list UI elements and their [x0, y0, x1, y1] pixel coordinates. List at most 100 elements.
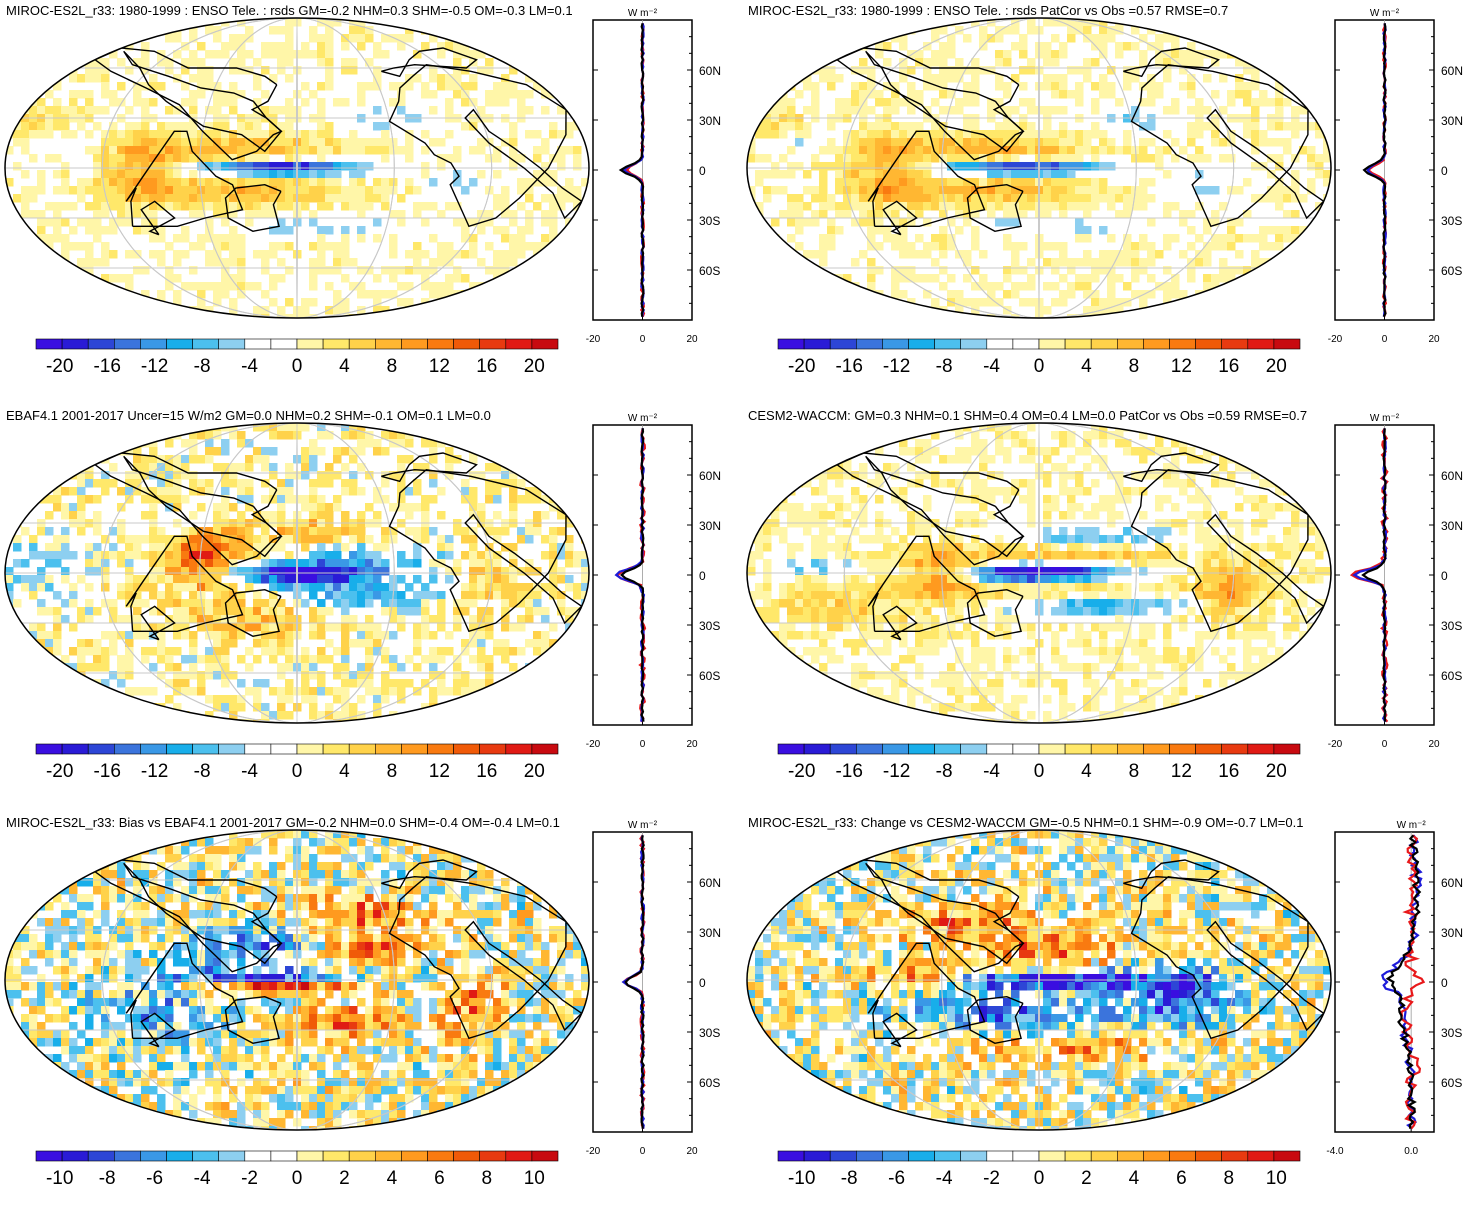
map-cell — [779, 170, 788, 179]
map-cell — [517, 599, 526, 608]
map-cell — [173, 74, 182, 83]
map-cell — [915, 527, 924, 536]
map-cell — [1171, 274, 1180, 283]
map-cell — [461, 226, 470, 235]
map-cell — [1163, 527, 1172, 536]
map-cell — [1003, 186, 1012, 195]
map-cell — [835, 479, 844, 488]
map-cell — [429, 138, 438, 147]
map-cell — [277, 535, 286, 544]
map-cell — [133, 170, 142, 179]
map-cell — [101, 178, 110, 187]
map-cell — [1099, 90, 1108, 99]
map-cell — [69, 583, 78, 592]
map-cell — [1195, 130, 1204, 139]
map-cell — [987, 487, 996, 496]
map-cell — [1275, 202, 1284, 211]
map-cell — [931, 178, 940, 187]
map-cell — [1115, 298, 1124, 307]
map-cell — [533, 607, 542, 616]
map-cell — [819, 242, 828, 251]
map-cell — [851, 194, 860, 203]
map-cell — [197, 679, 206, 688]
map-cell — [197, 282, 206, 291]
map-cell — [1075, 130, 1084, 139]
map-cell — [461, 687, 470, 696]
map-cell — [53, 551, 62, 560]
map-cell — [93, 607, 102, 616]
map-cell — [109, 218, 118, 227]
map-cell — [1203, 591, 1212, 600]
map-cell — [1003, 615, 1012, 624]
map-cell — [747, 559, 756, 568]
map-cell — [197, 487, 206, 496]
map-cell — [923, 154, 932, 163]
map-cell — [141, 154, 150, 163]
map-cell — [1211, 218, 1220, 227]
map-cell — [1051, 58, 1060, 67]
map-cell — [381, 567, 390, 576]
map-cell — [229, 226, 238, 235]
map-cell — [101, 170, 110, 179]
map-cell — [915, 479, 924, 488]
map-cell — [1179, 615, 1188, 624]
map-cell — [971, 567, 980, 576]
map-cell — [349, 202, 358, 211]
map-cell — [1107, 66, 1116, 75]
map-cell — [939, 106, 948, 115]
map-cell — [141, 98, 150, 107]
map-cell — [141, 178, 150, 187]
map-cell — [971, 90, 980, 99]
map-cell — [787, 511, 796, 520]
map-cell — [285, 567, 294, 576]
map-cell — [237, 194, 246, 203]
map-cell — [1291, 106, 1300, 115]
map-cell — [181, 234, 190, 243]
map-cell — [381, 479, 390, 488]
map-cell — [915, 607, 924, 616]
map-cell — [1139, 138, 1148, 147]
map-cell — [1235, 527, 1244, 536]
map-cell — [1227, 479, 1236, 488]
map-cell — [373, 487, 382, 496]
map-cell — [907, 162, 916, 171]
map-cell — [867, 186, 876, 195]
map-cell — [421, 274, 430, 283]
map-cell — [1219, 202, 1228, 211]
map-cell — [301, 202, 310, 211]
map-cell — [811, 535, 820, 544]
map-cell — [445, 98, 454, 107]
map-cell — [341, 138, 350, 147]
map-cell — [971, 266, 980, 275]
map-cell — [429, 695, 438, 704]
map-cell — [413, 74, 422, 83]
map-cell — [541, 583, 550, 592]
map-cell — [955, 591, 964, 600]
map-cell — [213, 186, 222, 195]
map-cell — [979, 567, 988, 576]
map-cell — [1115, 98, 1124, 107]
map-cell — [955, 154, 964, 163]
map-cell — [197, 234, 206, 243]
map-cell — [173, 479, 182, 488]
map-cell — [1115, 535, 1124, 544]
map-cell — [421, 679, 430, 688]
map-cell — [165, 479, 174, 488]
map-cell — [1019, 431, 1028, 440]
map-cell — [189, 90, 198, 99]
map-cell — [341, 250, 350, 259]
map-cell — [285, 170, 294, 179]
map-cell — [565, 130, 574, 139]
map-cell — [875, 146, 884, 155]
map-cell — [1075, 535, 1084, 544]
map-cell — [213, 663, 222, 672]
map-cell — [261, 703, 270, 712]
coastline — [867, 130, 986, 228]
map-cell — [923, 290, 932, 299]
map-cell — [189, 170, 198, 179]
map-cell — [37, 98, 46, 107]
map-cell — [1019, 591, 1028, 600]
map-cell — [907, 218, 916, 227]
map-cell — [915, 583, 924, 592]
map-cell — [309, 242, 318, 251]
